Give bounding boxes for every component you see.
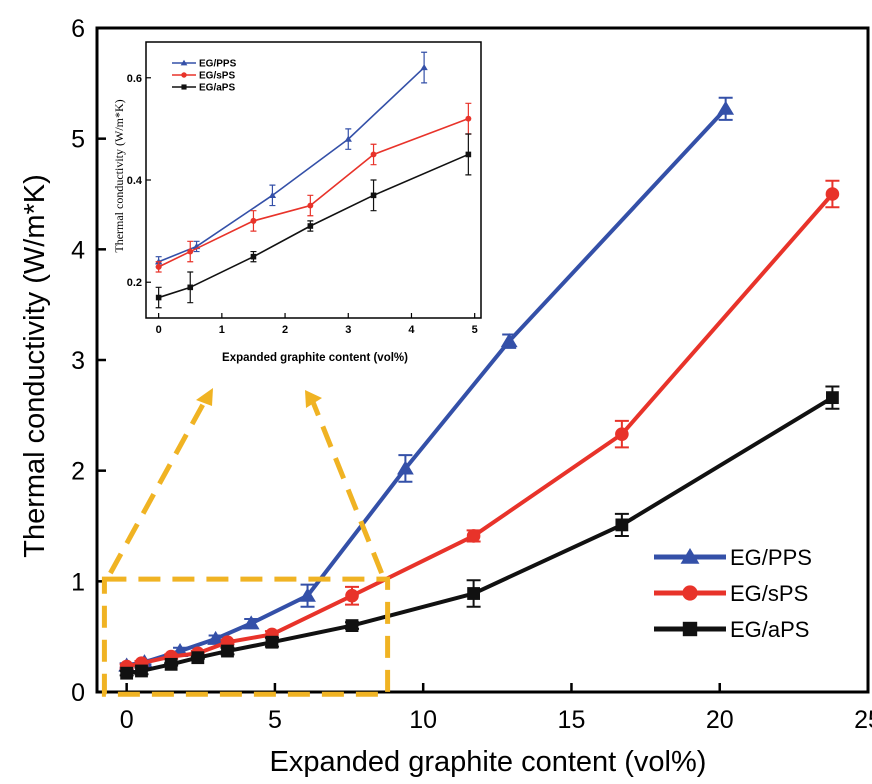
main-series-line <box>126 395 834 676</box>
main-data-point <box>500 333 518 348</box>
main-data-point <box>345 619 359 632</box>
inset-data-point <box>187 248 194 255</box>
main-x-tick-label: 10 <box>409 706 437 734</box>
main-legend-label: EG/PPS <box>730 545 812 570</box>
inset-x-axis-label: Expanded graphite content (vol%) <box>222 352 408 364</box>
inset-x-tick-label: 1 <box>219 324 225 336</box>
main-data-point <box>120 666 134 680</box>
zoom-arrow-left-line <box>108 395 210 575</box>
main-y-axis-label: Thermal conductivity (W/m*K) <box>19 174 51 558</box>
main-data-point <box>717 100 735 115</box>
main-y-tick-label: 4 <box>71 236 85 264</box>
inset-x-tick-label: 2 <box>282 324 288 336</box>
main-data-point <box>299 587 316 602</box>
inset-y-axis-label: Thermal conductivity (W/m*K) <box>112 99 126 252</box>
inset-legend-item: EG/aPS <box>172 83 235 94</box>
main-data-point <box>207 630 225 645</box>
main-y-tick-label: 0 <box>71 679 85 707</box>
zoom-highlight <box>101 388 391 697</box>
main-data-point <box>615 427 629 441</box>
main-data-point <box>467 587 481 600</box>
inset-legend-item: EG/PPS <box>172 59 237 70</box>
inset-legend-label: EG/PPS <box>199 59 237 70</box>
main-data-point <box>242 615 260 630</box>
main-legend-marker <box>682 585 698 601</box>
inset-data-point <box>155 294 162 301</box>
inset-x-tick-label: 3 <box>345 324 351 336</box>
inset-data-point <box>344 135 352 142</box>
main-legend-marker <box>682 621 698 637</box>
main-data-point <box>164 657 178 671</box>
main-y-tick-label: 6 <box>71 15 85 43</box>
main-data-point <box>265 635 279 649</box>
inset-data-point <box>187 284 194 291</box>
zoom-region-box <box>101 576 391 697</box>
inset-y-tick-label: 0.6 <box>127 73 142 85</box>
main-data-point <box>191 651 205 665</box>
inset-data-point <box>465 151 472 158</box>
main-data-point <box>135 664 148 678</box>
main-x-tick-label: 5 <box>268 706 282 734</box>
main-data-point <box>466 529 481 543</box>
main-data-point <box>615 518 629 532</box>
inset-series-eg-pps <box>154 51 428 268</box>
inset-data-point <box>370 192 377 199</box>
main-y-tick-label: 1 <box>71 568 85 596</box>
main-data-point <box>825 187 840 201</box>
main-series-eg-aps <box>119 385 840 680</box>
main-legend-marker <box>680 548 700 564</box>
main-data-point <box>826 391 839 405</box>
main-y-tick-label: 3 <box>71 347 85 375</box>
main-legend-item: EG/sPS <box>654 581 808 606</box>
inset-y-tick-label: 0.4 <box>127 175 143 187</box>
inset-series-line <box>158 153 469 299</box>
main-legend-item: EG/aPS <box>654 617 809 642</box>
inset-x-tick-label: 0 <box>156 324 162 336</box>
inset-background <box>146 42 481 332</box>
main-legend-label: EG/aPS <box>730 617 809 642</box>
main-y-tick-label: 2 <box>71 458 85 486</box>
main-series-eg-sps <box>119 179 840 674</box>
main-x-tick-label: 20 <box>706 706 734 734</box>
main-data-point <box>397 460 414 475</box>
inset-data-point <box>420 64 428 71</box>
inset-data-point <box>307 223 314 229</box>
inset-data-point <box>307 202 314 209</box>
main-data-point <box>345 588 359 603</box>
main-data-point <box>221 644 234 658</box>
main-legend-label: EG/sPS <box>730 581 808 606</box>
main-x-axis-label: Expanded graphite content (vol%) <box>270 746 707 778</box>
inset-data-point <box>155 263 162 270</box>
inset-data-point <box>370 151 377 158</box>
inset-legend-marker <box>181 72 187 78</box>
inset-series-eg-sps <box>155 102 472 273</box>
inset-x-tick-label: 5 <box>472 324 478 336</box>
inset-y-tick-label: 0.2 <box>127 277 142 289</box>
inset-x-tick-label: 4 <box>408 324 415 336</box>
main-y-tick-label: 5 <box>71 126 85 154</box>
inset-series-line <box>158 117 469 268</box>
zoom-arrowhead-right <box>305 390 322 408</box>
inset-data-point <box>250 253 257 260</box>
inset-series-eg-aps <box>155 133 472 309</box>
inset-legend-label: EG/sPS <box>199 71 235 82</box>
main-legend: EG/PPS EG/sPS EG/aPS <box>654 545 812 642</box>
main-series-line <box>126 192 834 669</box>
inset-legend-label: EG/aPS <box>199 83 235 94</box>
main-x-tick-label: 0 <box>120 706 134 734</box>
zoom-arrowhead-left <box>196 388 213 406</box>
inset-legend-marker <box>180 59 188 66</box>
inset-data-point <box>465 115 472 122</box>
inset-data-point <box>268 191 277 198</box>
inset-data-point <box>250 217 257 224</box>
main-x-tick-label: 15 <box>558 706 586 734</box>
inset-legend-item: EG/sPS <box>172 71 235 82</box>
inset-legend-marker <box>181 84 187 90</box>
main-x-tick-label: 25 <box>854 706 872 734</box>
main-legend-item: EG/PPS <box>654 545 812 570</box>
